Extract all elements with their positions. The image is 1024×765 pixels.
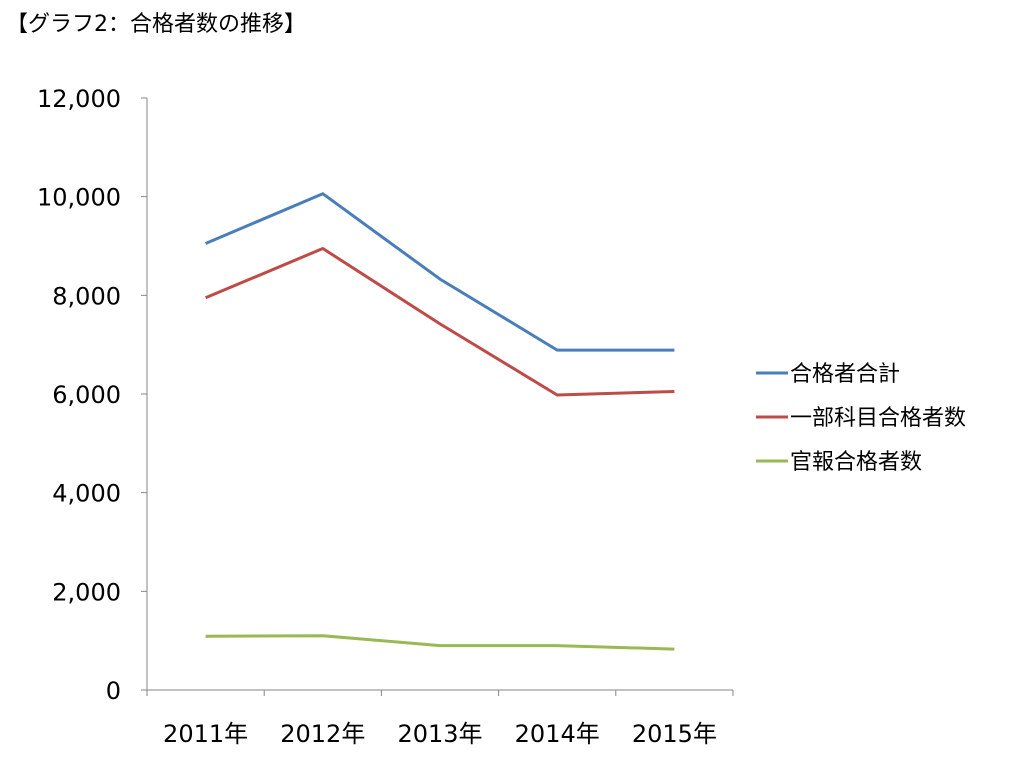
x-tick-label: 2012年 — [280, 720, 365, 748]
x-tick-label: 2011年 — [163, 720, 248, 748]
series-lines — [205, 192, 675, 651]
legend-label-2: 一部科目合格者数 — [790, 406, 966, 431]
x-tick-label: 2014年 — [515, 720, 600, 748]
chart-title: 【グラフ2：合格者数の推移】 — [6, 12, 306, 37]
legend-label-1: 合格者合計 — [790, 362, 900, 387]
y-tick-label: 6,000 — [52, 381, 121, 409]
series-line-2 — [205, 247, 675, 397]
legend-label-3: 官報合格者数 — [790, 450, 922, 475]
y-tick-label: 10,000 — [37, 184, 121, 212]
x-tick-label: 2015年 — [632, 720, 717, 748]
y-axis-ticks: 0 2,000 4,000 6,000 8,000 10,000 12,000 — [37, 85, 147, 705]
chart-axes — [146, 98, 733, 691]
x-tick-label: 2013年 — [397, 720, 482, 748]
y-tick-label: 4,000 — [52, 480, 121, 508]
series-line-1 — [205, 192, 675, 352]
y-tick-label: 12,000 — [37, 85, 121, 113]
y-tick-label: 8,000 — [52, 282, 121, 310]
y-tick-label: 0 — [106, 677, 121, 705]
series-line-3 — [205, 634, 675, 651]
y-tick-label: 2,000 — [52, 578, 121, 606]
x-axis-ticks: 2011年 2012年 2013年 2014年 2015年 — [146, 690, 734, 748]
